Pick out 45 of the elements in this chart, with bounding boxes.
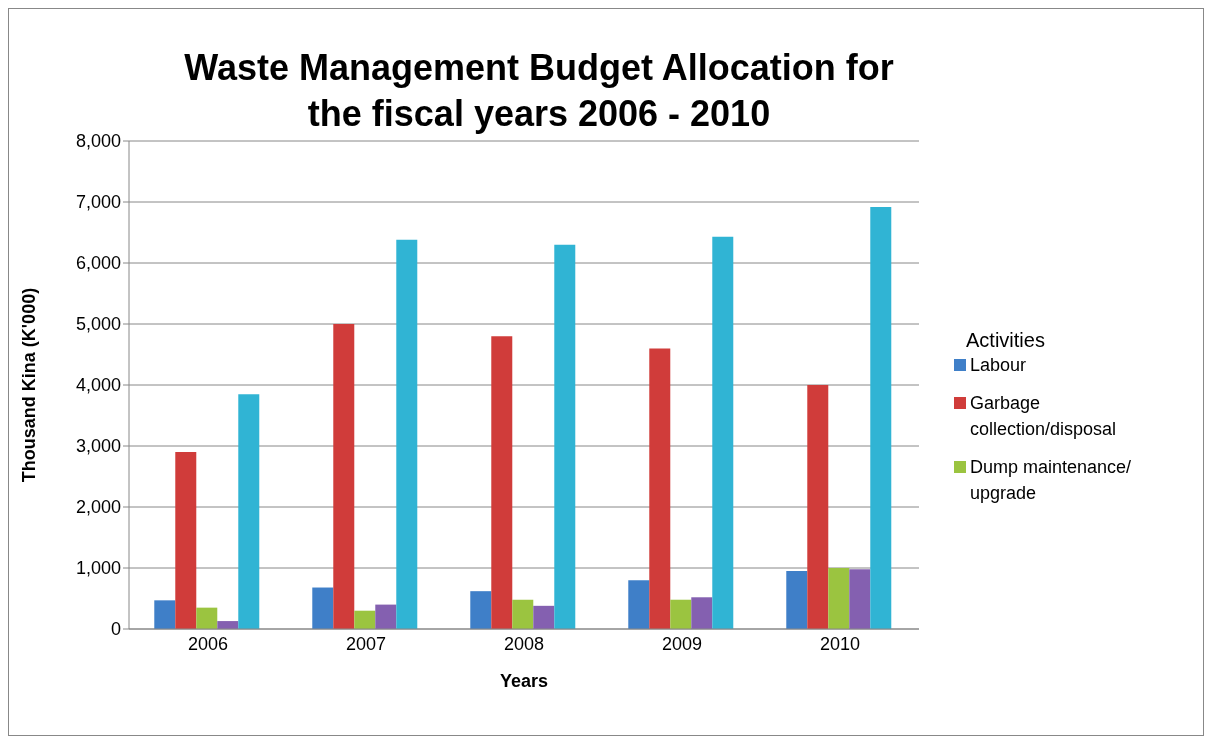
y-axis-title: Thousand Kina (K'000)	[19, 287, 40, 483]
y-tick-label: 7,000	[75, 192, 121, 213]
bar	[154, 600, 176, 629]
bar	[375, 604, 397, 629]
bar	[554, 244, 576, 629]
bar	[670, 599, 692, 629]
y-tick-label: 4,000	[75, 375, 121, 396]
x-tick-label: 2010	[819, 633, 861, 654]
bar	[870, 206, 892, 629]
bar	[196, 607, 218, 629]
x-tick-label: 2007	[345, 633, 387, 654]
y-tick-label: 5,000	[75, 314, 121, 335]
bar	[649, 348, 671, 629]
bar	[312, 587, 334, 629]
legend-label: Labour	[970, 354, 1028, 377]
legend-title: Activities	[966, 329, 1046, 352]
x-axis-title: Years	[499, 671, 549, 691]
bar	[333, 324, 355, 629]
bar	[691, 597, 713, 629]
bar	[533, 605, 555, 629]
bar	[849, 569, 871, 629]
bar	[828, 568, 850, 629]
y-tick-label: 2,000	[75, 497, 121, 518]
bar	[238, 394, 260, 629]
y-tick-label: 1,000	[75, 558, 121, 579]
bar	[470, 591, 492, 629]
bar	[396, 239, 418, 629]
bar	[807, 385, 829, 629]
x-tick-label: 2008	[503, 633, 545, 654]
y-tick-label: 0	[110, 619, 121, 640]
y-tick-label: 6,000	[75, 253, 121, 274]
y-tick-label: 8,000	[75, 131, 121, 152]
y-tick-label: 3,000	[75, 436, 121, 457]
bar	[712, 236, 734, 629]
bar	[786, 571, 808, 629]
bar	[512, 599, 534, 629]
legend-label: Dump maintenance/ upgrade	[970, 456, 1133, 505]
chart-title: Waste Management Budget Allocation for the fiscal years 2006 - 2010	[183, 46, 895, 136]
bar	[175, 452, 197, 629]
x-tick-label: 2009	[661, 633, 703, 654]
bar	[354, 610, 376, 629]
legend-label: Garbage collection/disposal	[970, 392, 1118, 441]
bar	[628, 580, 650, 629]
bar	[491, 336, 513, 629]
x-tick-label: 2006	[187, 633, 229, 654]
